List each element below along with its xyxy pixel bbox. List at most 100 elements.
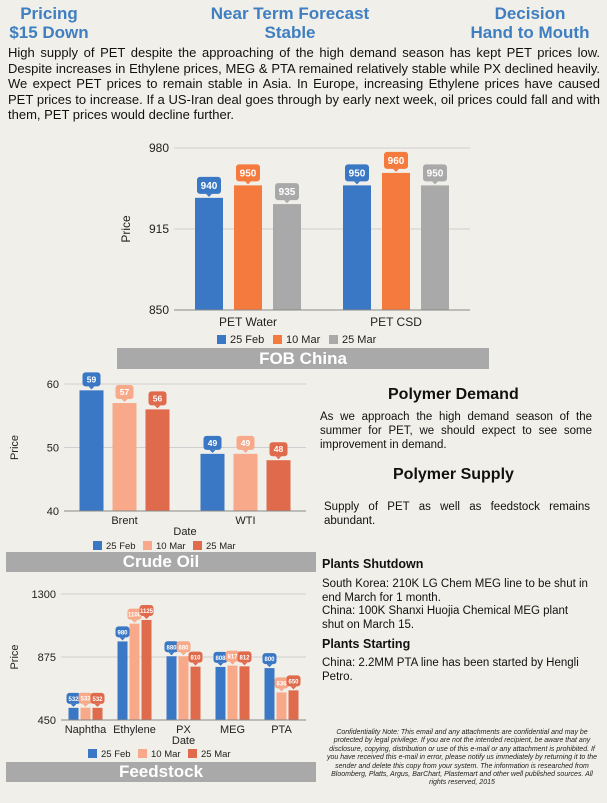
plants-shutdown-text-china: China: 100K Shanxi Huojia Chemical MEG p… [322,605,569,631]
feed-legend-label-10-mar: 10 Mar [151,749,181,760]
polymer-demand-text: As we approach the high demand season of… [320,411,592,451]
polymer-demand-title: Polymer Demand [388,386,519,403]
feed-value-badge-pointer [180,652,187,656]
feed-value-label: 532 [92,697,103,703]
polymer-supply-title: Polymer Supply [393,466,514,483]
feed-value-badge [127,608,142,620]
fob-value-badge-pointer [432,181,438,185]
feed-value-badge [164,641,179,653]
pricing-header: Pricing $15 Down [6,4,92,42]
crude-value-label: 57 [120,387,130,397]
feed-legend-label-25-mar: 25 Mar [201,749,231,760]
fob-china-banner-label: FOB China [259,349,347,368]
fob-value-label: 960 [388,156,405,167]
feed-bar-ethylene-25-feb [117,641,128,720]
crude-legend-swatch-25-mar [193,541,202,550]
fob-value-label: 940 [201,181,218,192]
crude-legend-label-25-feb: 25 Feb [106,541,136,552]
feed-value-label: 533 [80,697,91,703]
feed-bar-ethylene-25-mar [141,619,152,720]
feed-value-badge-pointer [119,637,126,641]
crude-category-label: WTI [235,515,255,527]
feed-bar-px-10-mar [178,656,189,720]
fob-value-badge [345,164,369,182]
feed-category-label: MEG [220,724,245,736]
feed-legend-swatch-25-mar [188,749,197,758]
feed-value-badge [213,651,228,663]
fob-legend-label-25-mar: 25 Mar [342,334,377,346]
feedstock-banner-label: Feedstock [118,762,204,781]
feed-value-badge [115,626,130,638]
fob-ytick-label: 850 [149,303,169,317]
feed-value-label: 880 [178,645,189,651]
crude-value-badge [148,391,167,406]
feed-value-label: 1100 [128,613,142,619]
feed-value-label: 650 [288,679,299,685]
feed-value-badge [262,653,277,665]
feed-bar-meg-10-mar [227,665,238,720]
feed-value-badge [78,692,93,704]
crude-value-badge [236,435,255,450]
feed-value-badge-pointer [82,703,89,707]
feed-value-badge [286,675,301,687]
crude-value-badge [115,385,134,400]
fob-ytick-label: 980 [149,141,169,155]
feed-bar-pta-10-mar [276,692,287,720]
feed-value-badge [90,692,105,704]
fob-value-label: 950 [240,168,257,179]
crude-value-badge-pointer [209,449,216,453]
crude-value-badge [82,372,101,387]
crude-legend-label-25-mar: 25 Mar [206,541,236,552]
crude-bar-brent-25-mar [145,409,170,511]
feed-value-label: 880 [166,645,177,651]
feed-legend-label-25-feb: 25 Feb [101,749,131,760]
crude-bar-wti-25-mar [266,460,291,511]
crude-value-label: 49 [241,438,251,448]
feed-value-badge-pointer [278,688,285,692]
feed-bar-meg-25-mar [239,666,250,720]
crude-ytick-label: 60 [47,379,59,391]
fob-value-badge [275,183,299,201]
feedstock-banner: Feedstock [6,762,316,782]
feed-value-badge [225,650,240,662]
fob-ylabel: Price [119,215,133,243]
feed-legend-swatch-10-mar [138,749,147,758]
pricing-header-text: Pricing $15 Down [9,4,89,42]
feed-value-badge-pointer [241,662,248,666]
feed-legend-swatch-25-feb [88,749,97,758]
fob-legend-label-25-feb: 25 Feb [230,334,264,346]
crude-ytick-label: 50 [47,443,59,455]
fob-bar-pet-water-10-mar [234,185,262,310]
feed-value-badge [274,677,289,689]
plants-starting-text: China: 2.2MM PTA line has been started b… [322,657,579,683]
fob-value-label: 950 [427,168,444,179]
crude-legend-label-10-mar: 10 Mar [156,541,186,552]
plants-shutdown-title: Plants Shutdown [322,557,424,571]
fob-value-badge [236,164,260,182]
decision-header-text: Decision Hand to Mouth [470,4,590,42]
plants-starting-title: Plants Starting [322,637,411,651]
crude-oil-banner-label: Crude Oil [122,552,200,571]
feed-value-label: 810 [190,656,201,662]
fob-value-badge-pointer [245,181,251,185]
feed-ytick-label: 450 [38,715,56,727]
feed-bar-ethylene-10-mar [129,623,140,720]
polymer-supply-text: Supply of PET as well as feedstock remai… [324,501,590,527]
fob-legend-swatch-10-mar [273,335,282,344]
crude-value-label: 56 [153,393,163,403]
feed-value-badge-pointer [94,703,101,707]
feed-bar-naphtha-25-mar [92,707,103,720]
confidentiality-note: Confidentiality Note: This email and any… [326,729,598,787]
feed-category-label: PX [176,724,191,736]
feed-category-label: Naphtha [65,724,107,736]
feed-value-label: 817 [227,655,238,661]
feedstock-chart: 450 875 1300 Price 532 533 532 Naphtha 980 110011… [9,589,306,760]
crude-bar-brent-25-feb [79,390,104,511]
fob-ytick-label: 915 [149,222,169,236]
feed-ytick-label: 875 [38,652,56,664]
feed-value-label: 800 [264,657,275,663]
feed-value-badge [237,651,252,663]
feed-bar-px-25-mar [190,666,201,720]
crude-category-label: Brent [111,515,137,527]
fob-value-label: 935 [279,187,296,198]
